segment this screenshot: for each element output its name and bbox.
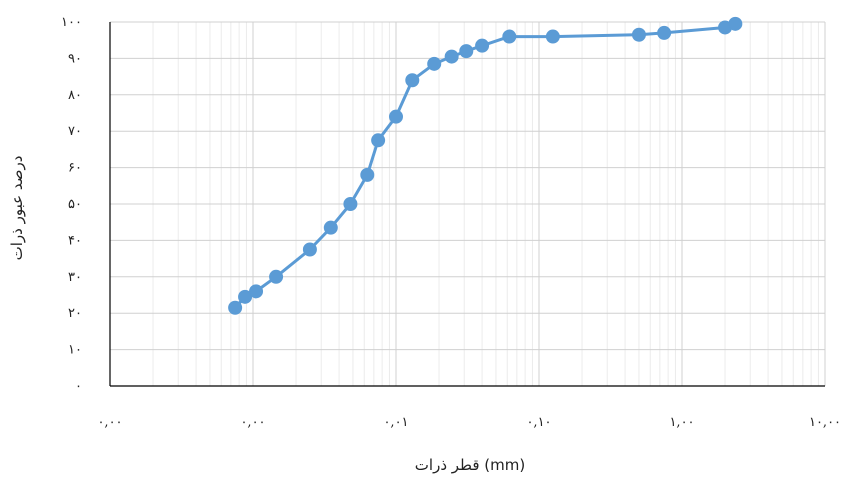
data-point [475,38,490,53]
axes [109,22,825,387]
data-point [657,25,672,40]
x-axis-label: قطر ذرات (mm) [415,456,525,474]
y-tick-label: ۶۰ [68,161,82,176]
y-tick-label: ۰ [75,379,82,394]
y-tick-labels: ۰ ۱۰ ۲۰ ۳۰ ۴۰ ۵۰ ۶۰ ۷۰ ۸۰ ۹۰ ۱۰۰ [61,15,82,394]
data-point [323,220,338,235]
x-tick-label: ۱۰,۰۰ [809,415,841,430]
x-tick-label: ۰,۰۰ [240,415,265,430]
y-tick-label: ۵۰ [68,197,82,212]
y-tick-label: ۹۰ [68,51,82,66]
data-point [502,29,517,44]
x-tick-label: ۰,۱۰ [526,415,551,430]
x-tick-label: ۰,۰۰ [97,415,122,430]
data-point [249,284,264,299]
y-tick-label: ۱۰ [68,343,82,358]
y-tick-label: ۴۰ [68,233,82,248]
y-axis-label: درصد عبور ذرات [8,156,26,261]
data-point [459,44,474,59]
data-point [360,167,375,182]
x-tick-label: ۰,۰۱ [383,415,408,430]
data-point [444,49,459,64]
data-point [405,73,420,88]
data-point [228,300,243,315]
x-tick-labels: ۰,۰۰ ۰,۰۰ ۰,۰۱ ۰,۱۰ ۱,۰۰ ۱۰,۰۰ [97,415,841,430]
data-point [343,197,358,211]
y-tick-label: ۷۰ [68,124,82,139]
data-point [728,16,743,31]
data-point [545,29,560,44]
y-tick-label: ۱۰۰ [61,15,82,30]
series-group [228,16,743,315]
y-tick-label: ۲۰ [68,306,82,321]
data-point [238,289,253,304]
x-tick-label: ۱,۰۰ [669,415,694,430]
major-gridlines [109,21,826,387]
data-point [389,109,403,124]
data-point [427,56,442,71]
data-point [371,133,386,148]
y-tick-label: ۸۰ [68,88,82,103]
data-point [302,242,317,257]
data-point [631,27,646,42]
y-tick-label: ۳۰ [68,270,82,285]
data-point [269,269,284,284]
